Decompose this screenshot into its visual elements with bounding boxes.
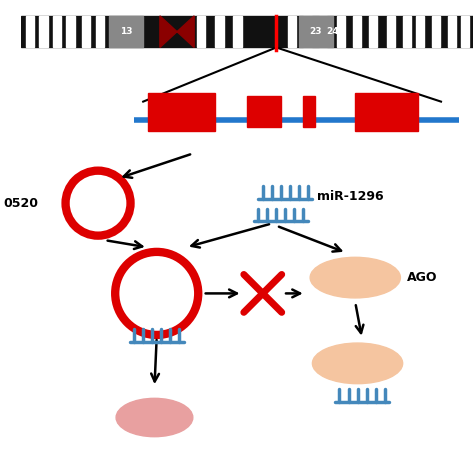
Bar	[432, 16, 440, 47]
Text: 24: 24	[327, 27, 339, 36]
Bar	[53, 16, 61, 47]
Bar	[303, 16, 311, 47]
Bar	[96, 16, 104, 47]
Text: 13: 13	[120, 27, 132, 36]
Bar	[215, 16, 224, 47]
Bar	[82, 16, 91, 47]
Bar	[303, 96, 315, 128]
Bar	[337, 16, 346, 47]
Bar	[21, 16, 473, 47]
Polygon shape	[160, 16, 194, 47]
Text: miR-1296: miR-1296	[317, 190, 383, 203]
Bar	[26, 16, 34, 47]
Text: 0520: 0520	[3, 197, 38, 210]
Bar	[448, 16, 456, 47]
Bar	[233, 16, 242, 47]
Text: AGO: AGO	[407, 271, 438, 284]
Bar	[66, 16, 74, 47]
Bar	[148, 92, 215, 131]
Bar	[387, 16, 395, 47]
Bar	[299, 16, 333, 47]
Ellipse shape	[116, 398, 193, 437]
Bar	[356, 92, 419, 131]
Bar	[247, 96, 281, 128]
Bar	[197, 16, 205, 47]
Ellipse shape	[310, 257, 401, 298]
Bar	[288, 16, 296, 47]
Ellipse shape	[312, 343, 403, 383]
Bar	[353, 16, 361, 47]
Bar	[39, 16, 47, 47]
Bar	[319, 16, 328, 47]
Text: 23: 23	[310, 27, 322, 36]
Text: CDK2: CDK2	[137, 412, 171, 422]
Bar	[416, 16, 424, 47]
Bar	[461, 16, 469, 47]
Bar	[403, 16, 411, 47]
Bar	[109, 16, 143, 47]
Bar	[369, 16, 377, 47]
